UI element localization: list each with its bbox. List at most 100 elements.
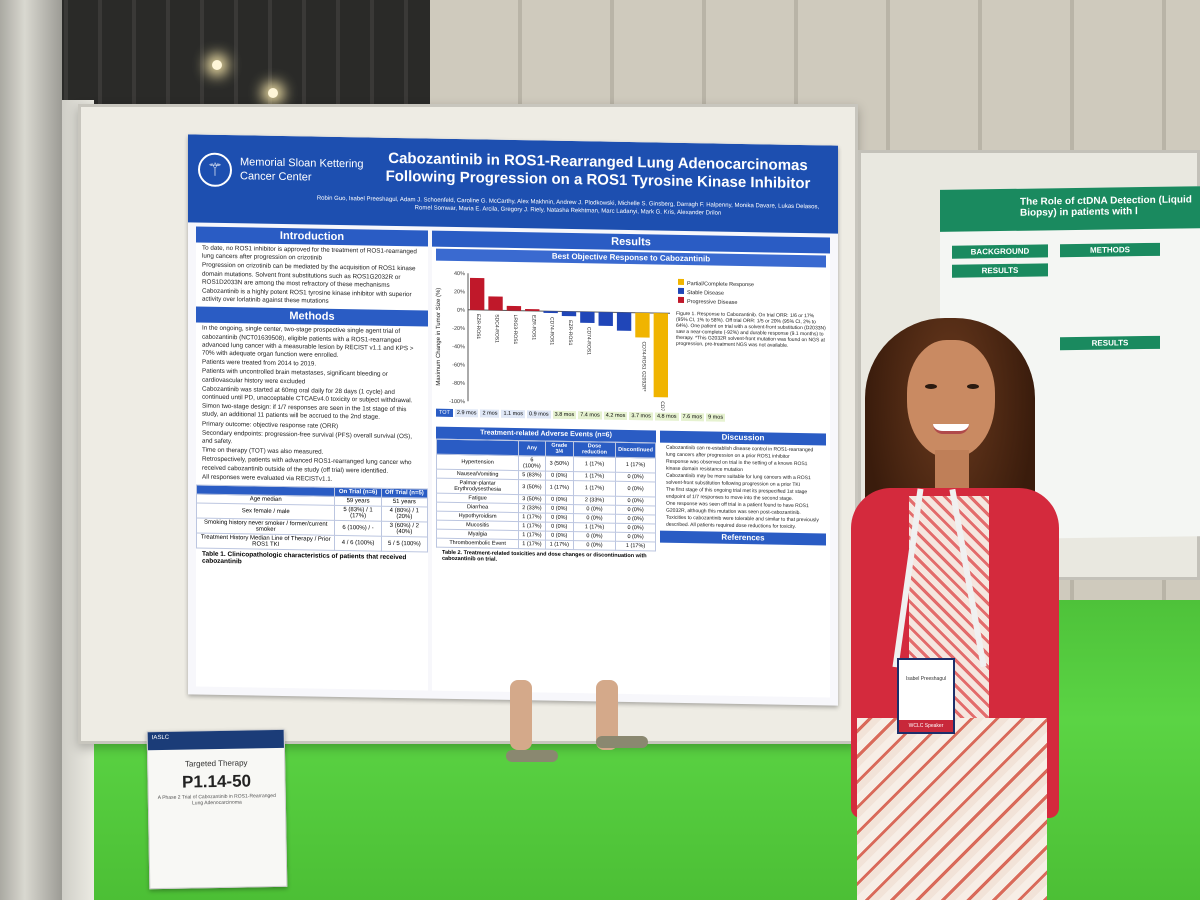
table-cell: 6 (100%) [518, 455, 546, 472]
table-cell: 1 (17%) [518, 512, 546, 523]
face [907, 340, 995, 458]
legend-swatch [678, 296, 684, 303]
institution-name: Memorial Sloan Kettering Cancer Center [240, 156, 364, 184]
leg [510, 680, 532, 750]
floral-skirt [857, 718, 1047, 900]
leg [596, 680, 618, 750]
bar [653, 313, 669, 398]
intro-bullet: Progression on crizotinib can be mediate… [202, 261, 416, 289]
shoe [506, 750, 558, 762]
table-cell: Hypertension [436, 454, 519, 471]
neighbor-section-heading: METHODS [1060, 242, 1160, 258]
table-cell: 1 (17%) [545, 480, 574, 496]
bar [470, 277, 485, 311]
references-heading: References [660, 530, 826, 546]
institution-logo: ⚚ Memorial Sloan Kettering Cancer Center [198, 149, 370, 198]
badge-name: Isabel Preeshagul [905, 676, 947, 682]
neighbor-section-heading: BACKGROUND [952, 244, 1048, 259]
table-cell: 0 (0%) [573, 540, 616, 551]
bar [580, 311, 595, 323]
tot-cell: 7.4 mos [578, 411, 602, 420]
tot-cell: 9 mos [706, 413, 726, 422]
table-2-caption: Table 2. Treatment-related toxicities an… [442, 549, 647, 563]
y-axis-label: Maximum Change in Tumor Size (%) [436, 288, 442, 386]
bar [488, 296, 503, 311]
visitor-legs [500, 680, 660, 770]
tot-cell: 2.9 mos [454, 408, 479, 418]
category-label: CD74-ROS1 [549, 317, 555, 345]
tot-cell: 4.8 mos [654, 412, 679, 421]
eye [967, 384, 979, 389]
smile [933, 424, 969, 434]
table-header: Grade 3/4 [545, 441, 574, 457]
ceiling-light [268, 88, 278, 98]
discussion-bullet: Cabozantinib may be more suitable for lu… [666, 472, 811, 488]
intro-bullets: To date, no ROS1 inhibitor is approved f… [196, 242, 428, 310]
table-cell: 4 / 6 (100%) [334, 535, 382, 552]
table-header: Any [518, 440, 546, 457]
discussion-bullet: The first stage of this ongoing trial me… [666, 486, 808, 502]
table-cell: 5 (83%) / 1 (17%) [334, 505, 382, 522]
table-cell: 3 (60%) / 2 (40%) [381, 521, 428, 538]
table-cell: Palmar-plantar Erythrodysesthesia [436, 478, 519, 495]
table-2: Any Grade 3/4 Dose reduction Discontinue… [436, 439, 656, 552]
table-cell: 0 (0%) [545, 504, 574, 514]
y-tick-label: -60% [452, 362, 465, 368]
table-cell: Treatment History Median Line of Therapy… [196, 533, 335, 551]
table-cell: 6 (100%) / - [334, 520, 382, 537]
left-pillar [0, 0, 62, 900]
category-label: CD74-ROS1 [585, 327, 591, 355]
table-cell: 4 (80%) / 1 (20%) [381, 506, 428, 523]
table-cell: 1 (17%) [573, 480, 616, 497]
tot-cell: 2 mos [480, 409, 500, 418]
legend-label: Progressive Disease [687, 299, 737, 306]
table-cell: 1 (17%) [545, 540, 574, 550]
name-badge: Isabel Preeshagul WCLC Speaker [897, 658, 955, 734]
discussion-bullets: Cabozantinib can re-establish disease co… [660, 443, 826, 534]
legend-swatch [678, 287, 684, 294]
discussion-bullet: Response was observed on trial in the se… [666, 458, 808, 473]
table-1: On Trial (n=6) Off Trial (n=5) Age media… [196, 485, 428, 553]
discussion-bullet: Toxicities to cabozantinib were tolerabl… [666, 514, 819, 530]
category-label: EZR-ROS1 [475, 314, 481, 340]
neighbor-section-text [952, 261, 1048, 262]
table-cell: 0 (0%) [545, 513, 574, 523]
card-number: P1.14-50 [181, 771, 252, 792]
legend-label: Partial/Complete Response [687, 281, 754, 288]
poster-id-card: IASLC Targeted Therapy P1.14-50 A Phase … [146, 728, 288, 890]
table-1-caption: Table 1. Clinicopathologic characteristi… [202, 550, 407, 566]
category-label: EZR-ROS1 [530, 315, 536, 341]
table-cell: 0 (0%) [615, 481, 656, 497]
table-cell: 5 / 5 (100%) [381, 536, 428, 553]
bar [635, 312, 650, 338]
table-cell: 1 (17%) [615, 457, 656, 473]
msk-logo-icon: ⚚ [198, 152, 232, 188]
y-tick-label: -80% [452, 381, 465, 387]
legend-swatch [678, 278, 684, 285]
table-2-block: Treatment-related Adverse Events (n=6) A… [436, 426, 656, 568]
y-tick-label: -100% [449, 399, 465, 405]
table-cell: 3 (50%) [545, 456, 574, 472]
bar [561, 311, 577, 317]
table-cell: 1 (17%) [615, 541, 656, 551]
discussion-block: Discussion Cabozantinib can re-establish… [660, 430, 826, 546]
table-header [436, 439, 519, 456]
table-cell: 0 (0%) [545, 471, 574, 481]
category-label: LRIG3-ROS1 [512, 315, 518, 345]
table-header: Dose reduction [573, 441, 616, 458]
bar [543, 311, 558, 314]
tot-cell: 0.9 mos [527, 410, 551, 419]
shoe [596, 736, 648, 748]
poster-header: ⚚ Memorial Sloan Kettering Cancer Center… [188, 134, 838, 234]
tot-cell: 3.7 mos [629, 412, 653, 421]
y-tick-label: 20% [454, 289, 465, 295]
tot-cell: 3.8 mos [552, 410, 577, 420]
category-label: SDC4-ROS1 [494, 314, 500, 343]
methods-bullets: In the ongoing, single center, two-stage… [196, 323, 428, 489]
right-column: Results Best Objective Response to Caboz… [432, 230, 830, 698]
y-tick-label: -20% [452, 326, 465, 332]
neighbor-poster-sections: BACKGROUND RESULTS [952, 238, 1048, 281]
legend-label: Stable Disease [687, 290, 724, 297]
discussion-bullet: One response was seen off trial in a pat… [666, 500, 809, 516]
